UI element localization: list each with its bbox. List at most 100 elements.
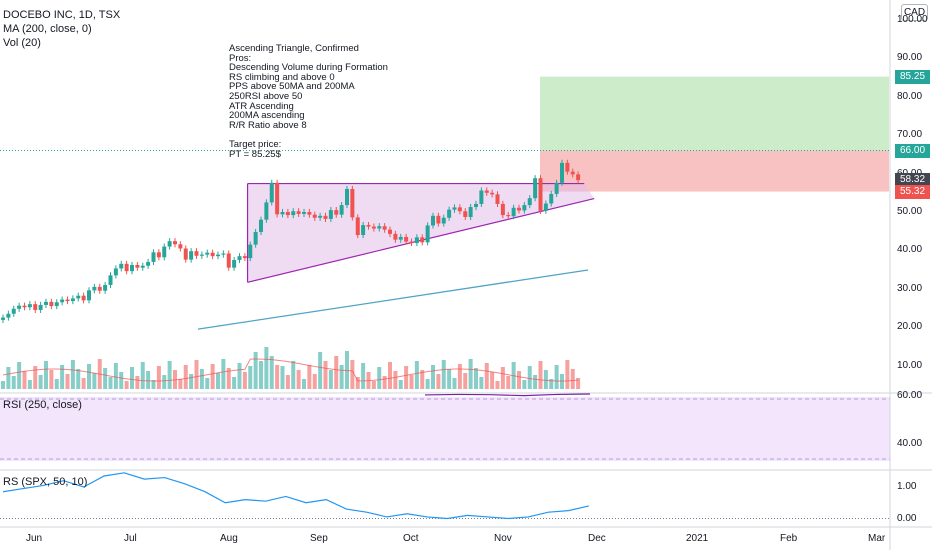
price-tick: 20.00 xyxy=(897,321,923,333)
candle-body xyxy=(183,248,188,260)
time-tick: 2021 xyxy=(686,533,709,544)
candle-body xyxy=(92,286,97,291)
price-tag: 55.32 xyxy=(895,184,930,199)
candle-body xyxy=(70,298,75,302)
volume-bar xyxy=(361,363,366,389)
volume-bar xyxy=(490,372,495,389)
volume-bar xyxy=(11,376,16,389)
candle-body xyxy=(506,215,511,217)
volume-bar xyxy=(328,370,333,389)
price-tick: 40.00 xyxy=(897,244,923,256)
candle-body xyxy=(484,190,489,193)
candle-body xyxy=(495,194,500,204)
candle-body xyxy=(328,210,333,219)
volume-bar xyxy=(500,367,505,389)
volume-bar xyxy=(549,379,554,389)
volume-bar xyxy=(221,359,226,389)
volume-bar xyxy=(296,370,301,389)
time-tick: Sep xyxy=(310,533,328,544)
rsi-line xyxy=(424,393,591,397)
volume-bar xyxy=(436,374,441,389)
volume-bar xyxy=(81,378,86,389)
volume-bar xyxy=(398,380,403,389)
volume-bar xyxy=(393,371,398,389)
price-tag: 58.32 xyxy=(895,173,930,188)
rs-legend: RS (SPX, 50, 10) xyxy=(3,476,88,488)
volume-bar xyxy=(232,377,237,389)
candle-body xyxy=(65,299,70,302)
volume-bar xyxy=(345,351,349,389)
volume-bar xyxy=(447,369,452,389)
candle-body xyxy=(87,290,91,301)
candle-body xyxy=(76,295,81,299)
volume-bar xyxy=(65,374,70,389)
volume-bar xyxy=(576,378,581,389)
volume-bar xyxy=(140,362,145,389)
candle-body xyxy=(549,193,554,204)
volume-bar xyxy=(302,379,306,389)
volume-bar xyxy=(371,381,376,389)
price-tick: 10.00 xyxy=(897,359,923,371)
volume-bar xyxy=(92,373,97,389)
candle-body xyxy=(269,182,274,203)
volume-bar xyxy=(334,356,339,389)
volume-bar xyxy=(130,367,134,389)
candle-body xyxy=(404,236,409,242)
candle-body xyxy=(457,207,462,212)
volume-bar xyxy=(377,367,382,389)
volume-bar xyxy=(54,379,59,389)
candle-body xyxy=(27,304,32,308)
candle-body xyxy=(554,182,559,194)
volume-bar xyxy=(178,379,183,389)
candle-body xyxy=(108,275,113,285)
time-tick: Mar xyxy=(868,533,886,544)
volume-bar xyxy=(248,366,253,389)
volume-bar xyxy=(1,381,5,389)
volume-bar xyxy=(285,375,290,389)
volume-bar xyxy=(275,365,280,389)
candle-body xyxy=(194,251,199,256)
volume-bar xyxy=(291,361,296,389)
volume-bar xyxy=(167,361,172,389)
volume-legend: Vol (20) xyxy=(3,37,41,49)
candle-body xyxy=(318,215,323,218)
candle-body xyxy=(49,301,54,307)
candle-body xyxy=(113,268,118,276)
candle-body xyxy=(259,219,263,232)
volume-bar xyxy=(318,352,323,389)
time-tick: Feb xyxy=(780,533,798,544)
volume-bar xyxy=(388,362,392,389)
candle-body xyxy=(253,231,258,245)
volume-bar xyxy=(38,375,43,389)
time-tick: Oct xyxy=(403,533,419,544)
volume-bar xyxy=(431,365,435,389)
volume-bar xyxy=(49,370,54,389)
volume-bar xyxy=(146,371,151,389)
volume-bar xyxy=(22,371,27,389)
candle-body xyxy=(479,190,484,204)
candle-body xyxy=(339,205,344,215)
candle-body xyxy=(474,203,478,208)
candle-body xyxy=(140,265,145,268)
candle-body xyxy=(371,226,376,229)
volume-bar xyxy=(420,370,425,389)
candle-body xyxy=(216,254,220,257)
volume-bar xyxy=(242,372,247,389)
candle-body xyxy=(409,241,414,244)
candle-body xyxy=(11,308,16,314)
candle-body xyxy=(361,225,366,236)
candle-body xyxy=(431,215,435,226)
candle-body xyxy=(264,202,269,220)
currency-badge[interactable]: CAD xyxy=(901,4,928,21)
candle-body xyxy=(500,203,505,216)
volume-bar xyxy=(162,375,167,389)
candle-body xyxy=(511,207,516,217)
price-tick: 50.00 xyxy=(897,206,923,217)
candle-body xyxy=(517,207,521,211)
price-tick: 80.00 xyxy=(897,90,923,102)
candle-body xyxy=(275,182,280,215)
candle-body xyxy=(441,217,446,224)
volume-bar xyxy=(156,366,161,389)
